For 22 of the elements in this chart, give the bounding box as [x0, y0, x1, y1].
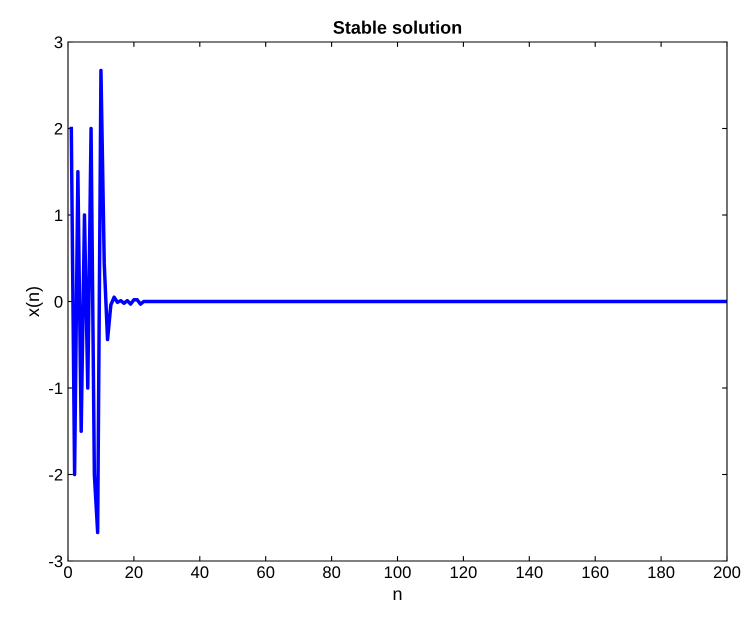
y-axis-title: x(n) [26, 287, 43, 317]
x-tick-label: 100 [384, 566, 411, 578]
x-tick-label: 140 [516, 566, 543, 578]
x-tick-label: 20 [125, 566, 143, 578]
x-tick-label: 160 [582, 566, 608, 578]
line-series [70, 68, 727, 534]
x-tick-label: 0 [64, 566, 72, 578]
x-tick-label: 60 [257, 566, 274, 578]
y-tick-label: 1 [55, 210, 62, 222]
x-axis-title: n [394, 590, 402, 600]
y-tick-label: -1 [49, 382, 62, 394]
chart-title: Stable solution [333, 20, 462, 34]
x-tick-label: 120 [450, 566, 477, 578]
x-tick-label: 180 [648, 566, 674, 578]
y-tick-label: 0 [54, 296, 62, 308]
y-tick-label: -2 [49, 468, 62, 481]
x-tick-label: 40 [190, 566, 208, 578]
y-tick-label: -3 [49, 555, 62, 568]
x-tick-label: 200 [714, 566, 740, 578]
y-tick-label: 3 [54, 36, 62, 48]
y-tick-label: 2 [54, 122, 62, 135]
x-tick-label: 80 [323, 566, 340, 578]
